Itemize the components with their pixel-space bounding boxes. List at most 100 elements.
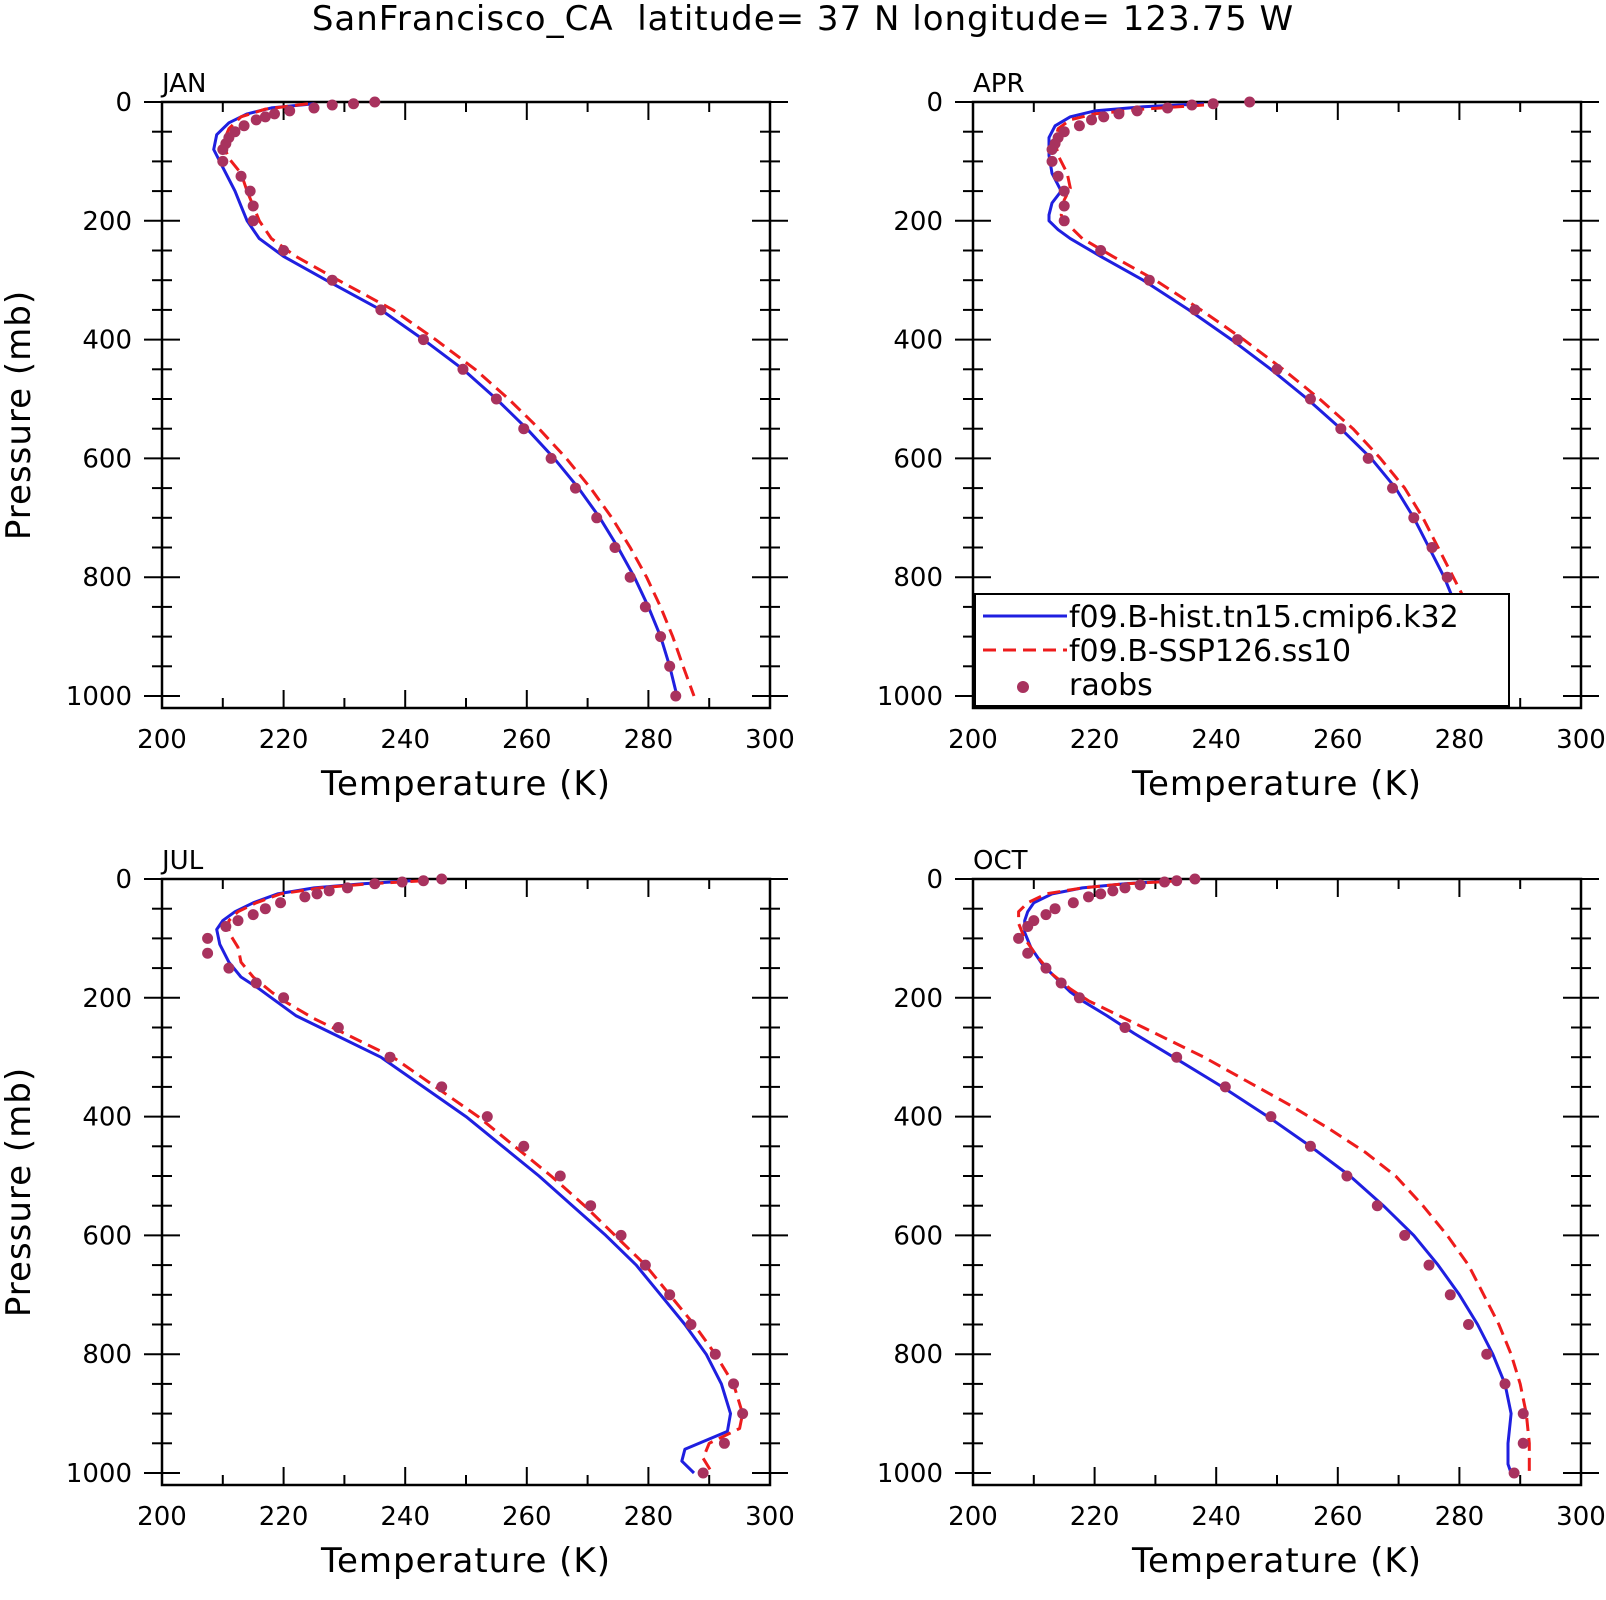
raobs-point	[326, 274, 338, 286]
raobs-point	[697, 1467, 709, 1479]
y-tick-label: 800	[893, 563, 943, 593]
raobs-point	[1058, 215, 1070, 227]
raobs-point	[1207, 98, 1219, 110]
raobs-point	[585, 1200, 597, 1212]
raobs-point	[709, 1348, 721, 1360]
x-tick-label: 240	[1191, 725, 1241, 755]
raobs-point	[417, 875, 429, 887]
raobs-point	[1095, 245, 1107, 256]
raobs-point	[259, 111, 271, 123]
raobs-point	[341, 882, 353, 894]
raobs-point	[518, 1140, 530, 1152]
raobs-point	[311, 888, 323, 900]
raobs-point	[1143, 274, 1155, 286]
legend-label: f09.B-SSP126.ss10	[1069, 634, 1351, 669]
y-axis-title: Pressure (mb)	[0, 1067, 39, 1317]
raobs-point	[518, 423, 530, 435]
raobs-point	[1171, 875, 1183, 887]
raobs-point	[278, 992, 290, 1004]
y-tick-label: 600	[893, 1221, 943, 1251]
raobs-point	[1271, 363, 1283, 375]
raobs-point	[417, 334, 429, 346]
raobs-point	[481, 1111, 493, 1123]
raobs-point	[232, 915, 244, 927]
hist-line	[215, 879, 732, 1475]
y-tick-label: 200	[82, 207, 132, 237]
raobs-point	[490, 393, 502, 405]
raobs-point	[1371, 1200, 1383, 1212]
raobs-point	[639, 1259, 651, 1271]
legend: f09.B-hist.tn15.cmip6.k32f09.B-SSP126.ss…	[974, 593, 1510, 707]
raobs-point	[202, 932, 214, 944]
raobs-point	[1013, 932, 1025, 944]
raobs-point	[1073, 120, 1085, 132]
x-tick-label: 240	[1191, 1502, 1241, 1532]
y-tick-label: 400	[893, 326, 943, 356]
y-tick-label: 1000	[66, 1459, 132, 1489]
raobs-point	[1119, 1022, 1131, 1033]
x-tick-label: 300	[1556, 1502, 1606, 1532]
raobs-point	[1219, 1081, 1231, 1093]
raobs-point	[1022, 947, 1034, 959]
raobs-point	[1159, 876, 1171, 888]
legend-marker-raobs	[1017, 681, 1029, 693]
raobs-point	[545, 452, 557, 464]
raobs-point	[457, 363, 469, 375]
x-tick-label: 300	[745, 1502, 795, 1532]
x-tick-label: 260	[502, 1502, 552, 1532]
raobs-point	[1040, 909, 1052, 921]
raobs-point	[217, 144, 229, 156]
y-tick-label: 800	[893, 1340, 943, 1370]
raobs-point	[1517, 1408, 1529, 1420]
x-tick-label: 200	[137, 725, 187, 755]
raobs-point	[308, 102, 320, 114]
raobs-point	[1517, 1437, 1529, 1449]
raobs-point	[275, 897, 287, 909]
x-tick-label: 260	[1313, 1502, 1363, 1532]
raobs-point	[670, 690, 682, 702]
x-tick-label: 200	[948, 725, 998, 755]
raobs-point	[1231, 334, 1243, 346]
raobs-point	[1399, 1229, 1411, 1241]
raobs-point	[1171, 1051, 1183, 1063]
raobs-point	[326, 99, 338, 111]
raobs-point	[591, 512, 603, 524]
raobs-point	[1022, 921, 1034, 933]
raobs-point	[1387, 482, 1399, 494]
raobs-point	[1119, 882, 1131, 894]
raobs-point	[323, 885, 335, 897]
main-title: SanFrancisco_CA latitude= 37 N longitude…	[312, 0, 1294, 39]
y-tick-label: 600	[82, 1221, 132, 1251]
ssp-line	[227, 879, 745, 1474]
raobs-point	[1304, 1140, 1316, 1152]
raobs-point	[348, 98, 360, 110]
x-tick-label: 200	[137, 1502, 187, 1532]
panel-label: JUL	[160, 846, 204, 876]
panel-label: JAN	[160, 69, 206, 99]
raobs-point	[1040, 962, 1052, 974]
raobs-point	[247, 200, 259, 212]
raobs-point	[202, 947, 214, 959]
raobs-point	[1423, 1259, 1435, 1271]
raobs-point	[1107, 885, 1119, 897]
raobs-point	[278, 245, 290, 256]
raobs-point	[1134, 879, 1146, 891]
raobs-point	[1083, 891, 1095, 903]
raobs-point	[369, 96, 381, 108]
raobs-point	[384, 1051, 396, 1063]
x-tick-label: 220	[1070, 1502, 1120, 1532]
raobs-point	[1055, 977, 1067, 989]
y-tick-label: 400	[82, 326, 132, 356]
y-tick-label: 1000	[877, 682, 943, 712]
y-tick-label: 1000	[66, 682, 132, 712]
x-tick-label: 240	[380, 1502, 430, 1532]
ssp-line	[221, 102, 696, 697]
raobs-point	[737, 1408, 749, 1420]
raobs-point	[1265, 1111, 1277, 1123]
x-tick-label: 280	[1435, 725, 1485, 755]
y-tick-label: 0	[115, 88, 132, 118]
raobs-point	[609, 542, 621, 553]
raobs-point	[235, 170, 247, 182]
